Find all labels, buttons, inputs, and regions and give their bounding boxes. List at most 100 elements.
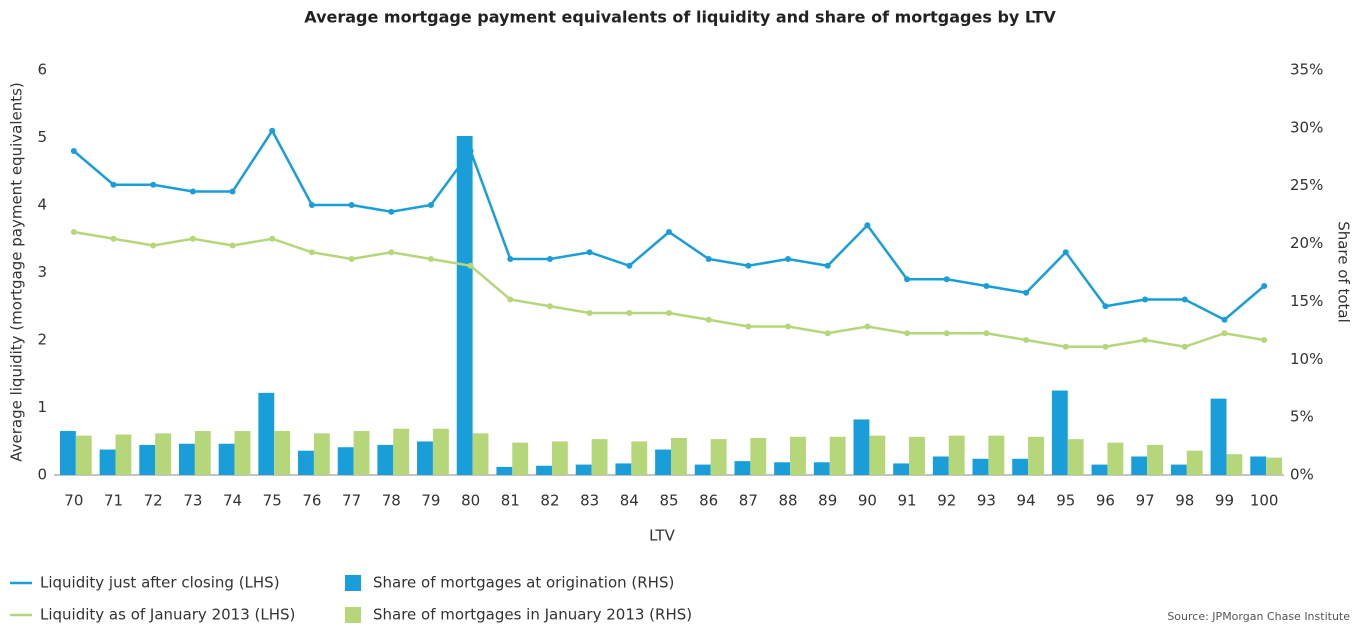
bar bbox=[75, 435, 92, 475]
bar bbox=[988, 435, 1005, 475]
bar bbox=[694, 464, 711, 475]
bar bbox=[393, 428, 410, 475]
y2-axis-label: Share of total bbox=[1335, 221, 1353, 323]
legend-label: Liquidity just after closing (LHS) bbox=[40, 574, 280, 592]
line-point bbox=[308, 249, 315, 256]
line-point bbox=[110, 235, 117, 242]
bar bbox=[972, 458, 989, 475]
line-point bbox=[308, 202, 315, 208]
x-tick-label: 91 bbox=[898, 492, 917, 510]
line-point bbox=[388, 249, 395, 256]
bar bbox=[155, 433, 172, 475]
y-tick-label: 1 bbox=[37, 398, 47, 416]
x-tick-label: 86 bbox=[699, 492, 718, 510]
bar bbox=[869, 435, 886, 475]
bar bbox=[1226, 454, 1243, 475]
bar bbox=[337, 447, 354, 475]
x-tick-label: 73 bbox=[183, 492, 202, 510]
line bbox=[73, 230, 1265, 349]
bar bbox=[932, 456, 949, 475]
y-tick-label: 0 bbox=[37, 466, 47, 484]
line bbox=[73, 128, 1265, 322]
bar bbox=[139, 444, 156, 475]
line-point bbox=[388, 208, 395, 215]
bar bbox=[179, 443, 195, 475]
line-point bbox=[189, 188, 196, 195]
x-tick-label: 88 bbox=[778, 492, 797, 510]
x-tick-label: 80 bbox=[461, 492, 480, 510]
x-tick-label: 78 bbox=[382, 492, 401, 510]
y2-tick-label: 15% bbox=[1290, 292, 1323, 310]
line-point bbox=[1023, 289, 1030, 296]
bar bbox=[813, 462, 830, 475]
line-point bbox=[705, 316, 712, 323]
bar bbox=[512, 442, 529, 475]
bar bbox=[258, 392, 275, 475]
line-point bbox=[348, 202, 355, 208]
line-point bbox=[1221, 316, 1228, 323]
line-point bbox=[1062, 343, 1069, 350]
bar bbox=[750, 437, 767, 475]
bar bbox=[99, 449, 116, 475]
x-tick-label: 90 bbox=[858, 492, 877, 510]
line-point bbox=[507, 296, 514, 303]
line-point bbox=[467, 148, 474, 154]
x-tick-label: 82 bbox=[540, 492, 559, 510]
legend-label: Share of mortgages in January 2013 (RHS) bbox=[373, 606, 692, 624]
line-point bbox=[705, 256, 712, 262]
line-point bbox=[1181, 296, 1188, 303]
line-point bbox=[427, 202, 434, 208]
bar bbox=[734, 461, 751, 475]
bar bbox=[893, 463, 910, 475]
bar bbox=[1012, 458, 1029, 475]
bar bbox=[1210, 398, 1227, 475]
bar bbox=[551, 441, 568, 475]
x-tick-label: 70 bbox=[64, 492, 83, 510]
line-point bbox=[785, 323, 792, 330]
x-tick-label: 87 bbox=[739, 492, 758, 510]
legend-swatch bbox=[345, 575, 361, 591]
line-point bbox=[824, 330, 831, 337]
line-point bbox=[1062, 249, 1069, 256]
x-tick-label: 72 bbox=[144, 492, 163, 510]
line-point bbox=[586, 310, 593, 316]
bar bbox=[496, 466, 513, 475]
bar bbox=[432, 428, 449, 475]
legend-label: Liquidity as of January 2013 (LHS) bbox=[40, 606, 295, 624]
bar bbox=[1091, 464, 1108, 475]
line-point bbox=[1142, 337, 1149, 343]
bar bbox=[1131, 456, 1148, 475]
line-point bbox=[904, 330, 911, 337]
bar bbox=[218, 443, 235, 475]
x-tick-label: 76 bbox=[302, 492, 321, 510]
x-tick-label: 79 bbox=[421, 492, 440, 510]
x-tick-label: 71 bbox=[104, 492, 123, 510]
x-tick-label: 95 bbox=[1056, 492, 1075, 510]
line-point bbox=[1102, 303, 1109, 310]
line-point bbox=[1181, 343, 1188, 350]
source-note: Source: JPMorgan Chase Institute bbox=[1167, 610, 1350, 623]
x-tick-label: 100 bbox=[1250, 492, 1279, 510]
line-point bbox=[983, 283, 990, 289]
chart-title: Average mortgage payment equivalents of … bbox=[304, 8, 1056, 27]
x-tick-label: 96 bbox=[1096, 492, 1115, 510]
x-tick-label: 77 bbox=[342, 492, 361, 510]
bar bbox=[853, 419, 870, 475]
line-point bbox=[666, 229, 672, 235]
bar bbox=[774, 462, 791, 475]
bar bbox=[59, 431, 76, 475]
line-point bbox=[150, 242, 157, 249]
line-point bbox=[1261, 283, 1268, 289]
bar bbox=[1051, 390, 1068, 475]
y2-tick-label: 20% bbox=[1290, 234, 1323, 252]
line-point bbox=[1142, 296, 1149, 303]
bar bbox=[655, 449, 671, 475]
line-point bbox=[189, 235, 196, 242]
line-point bbox=[269, 235, 276, 242]
bar bbox=[377, 444, 394, 475]
bar bbox=[1186, 450, 1203, 475]
line-point bbox=[150, 181, 157, 188]
line-point bbox=[427, 256, 434, 262]
y2-tick-label: 5% bbox=[1290, 408, 1314, 426]
